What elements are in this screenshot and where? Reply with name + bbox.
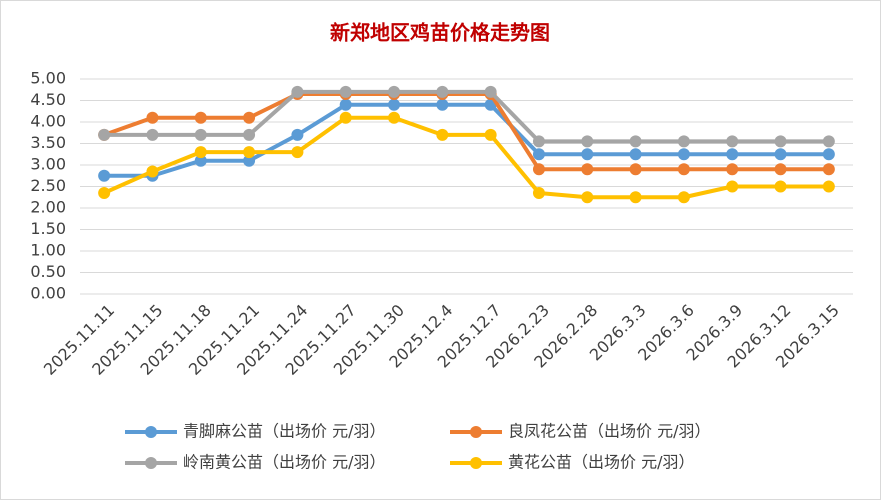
data-point — [726, 163, 739, 176]
legend-label: 黄花公苗（出场价 元/羽） — [508, 453, 694, 472]
legend-label: 良凤花公苗（出场价 元/羽） — [508, 422, 710, 441]
series-line — [104, 89, 829, 144]
data-point — [243, 146, 256, 159]
legend-label: 岭南黄公苗（出场价 元/羽） — [183, 453, 385, 472]
data-point — [146, 128, 159, 141]
data-point — [194, 128, 207, 141]
data-point — [194, 111, 207, 124]
legend-marker — [145, 426, 157, 438]
data-point — [436, 98, 449, 111]
data-point — [581, 148, 594, 161]
data-point — [98, 169, 111, 182]
data-point — [822, 135, 835, 148]
data-point — [532, 148, 545, 161]
y-tick-label: 2.00 — [30, 198, 66, 217]
data-point — [291, 146, 304, 159]
data-point — [532, 135, 545, 148]
data-point — [194, 146, 207, 159]
chart-title: 新郑地区鸡苗价格走势图 — [330, 21, 550, 45]
data-point — [484, 85, 497, 98]
data-point — [822, 180, 835, 193]
data-point — [726, 135, 739, 148]
series-line — [103, 92, 829, 172]
data-point — [291, 85, 304, 98]
data-point — [98, 128, 111, 141]
data-point — [629, 191, 642, 204]
data-point — [532, 163, 545, 176]
y-tick-label: 0.50 — [30, 262, 66, 281]
data-point — [774, 180, 787, 193]
data-point — [822, 163, 835, 176]
data-point — [726, 180, 739, 193]
data-point — [822, 148, 835, 161]
data-point — [677, 191, 690, 204]
data-point — [629, 135, 642, 148]
legend-marker — [145, 457, 157, 469]
data-point — [581, 135, 594, 148]
y-tick-label: 4.50 — [30, 90, 66, 109]
data-point — [339, 98, 352, 111]
data-point — [98, 186, 111, 199]
data-point — [146, 165, 159, 178]
data-point — [532, 186, 545, 199]
y-tick-label: 3.50 — [30, 133, 66, 152]
data-point — [339, 85, 352, 98]
series-line — [103, 115, 829, 200]
data-point — [629, 148, 642, 161]
data-point — [291, 128, 304, 141]
y-tick-label: 1.00 — [30, 241, 66, 260]
data-point — [339, 111, 352, 124]
data-point — [677, 148, 690, 161]
series-line — [104, 102, 829, 178]
data-point — [388, 111, 401, 124]
y-tick-label: 1.50 — [30, 219, 66, 238]
data-point — [774, 163, 787, 176]
data-point — [774, 135, 787, 148]
y-tick-label: 5.00 — [30, 69, 66, 88]
data-point — [146, 111, 159, 124]
data-point — [677, 163, 690, 176]
y-tick-label: 3.00 — [30, 155, 66, 174]
data-point — [677, 135, 690, 148]
data-point — [436, 128, 449, 141]
y-tick-label: 0.00 — [30, 284, 66, 303]
legend-label: 青脚麻公苗（出场价 元/羽） — [183, 422, 385, 441]
data-point — [581, 191, 594, 204]
legend-marker — [470, 426, 482, 438]
data-point — [726, 148, 739, 161]
data-point — [243, 128, 256, 141]
data-point — [774, 148, 787, 161]
legend-marker — [470, 457, 482, 469]
data-point — [629, 163, 642, 176]
y-tick-label: 2.50 — [30, 176, 66, 195]
data-point — [194, 154, 207, 167]
data-point — [581, 163, 594, 176]
data-point — [484, 128, 497, 141]
data-point — [243, 111, 256, 124]
data-point — [436, 85, 449, 98]
data-point — [243, 154, 256, 167]
data-point — [388, 85, 401, 98]
y-tick-label: 4.00 — [30, 112, 66, 131]
data-point — [388, 98, 401, 111]
